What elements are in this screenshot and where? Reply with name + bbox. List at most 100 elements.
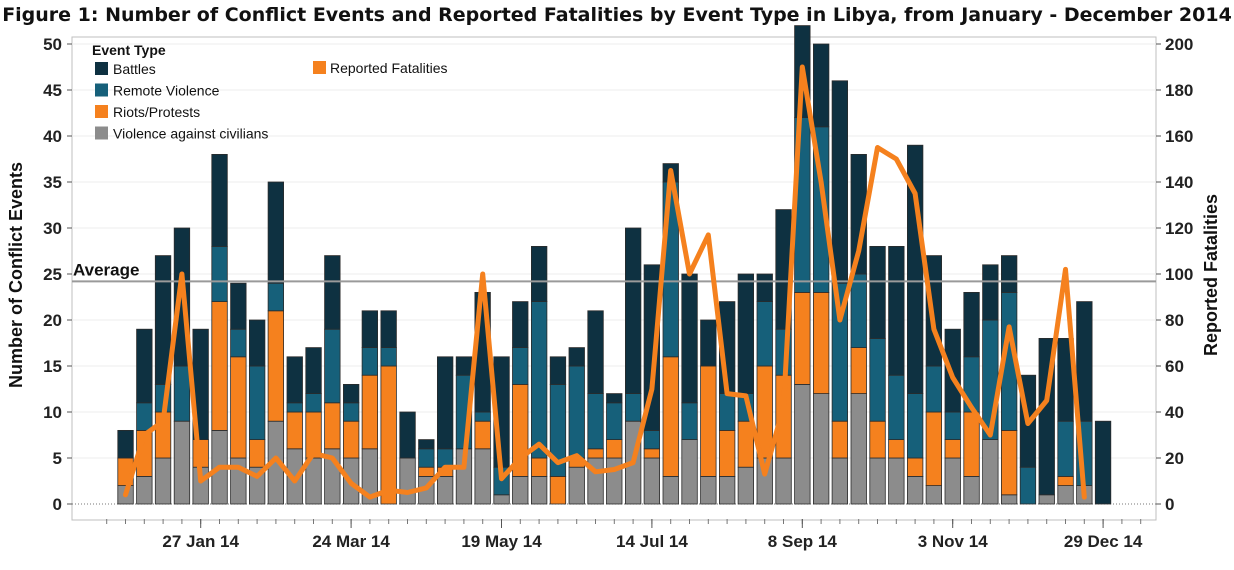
bar-segment xyxy=(737,273,754,394)
x-axis: 27 Jan 14 24 Mar 14 19 May 14 14 Jul 14 8 Se… xyxy=(106,519,1143,551)
bar-segment xyxy=(719,429,736,477)
y-left-tick-label: 40 xyxy=(43,127,62,146)
x-tick-label: 19 May 14 xyxy=(461,532,542,551)
x-tick-label: 29 Dec 14 xyxy=(1064,532,1143,551)
bar-segment xyxy=(719,393,736,431)
bar-segment xyxy=(1019,466,1037,505)
y-right-tick-label: 20 xyxy=(1165,449,1184,468)
y-right-tick-label: 80 xyxy=(1165,311,1184,330)
bar-segment xyxy=(888,457,905,505)
y-right-tick-label: 200 xyxy=(1165,35,1193,54)
bar-segment xyxy=(568,347,585,367)
bar-segment xyxy=(361,347,379,376)
bar-segment xyxy=(230,328,247,358)
bar-segment xyxy=(267,310,285,422)
y-right-axis-title: Reported Fatalities xyxy=(1201,194,1221,356)
bar-segment xyxy=(286,411,303,450)
bar-segment xyxy=(436,356,454,450)
y-right-tick-label: 160 xyxy=(1165,127,1193,146)
y-left-tick-label: 35 xyxy=(43,173,62,192)
bar-segment xyxy=(248,365,266,440)
bar-segment xyxy=(154,457,172,505)
bar-segment xyxy=(568,365,585,459)
legend-swatch xyxy=(95,126,108,140)
bar-segment xyxy=(869,337,886,422)
y-right-tick-label: 100 xyxy=(1165,265,1193,284)
bar-segment xyxy=(380,310,397,348)
bar-segment xyxy=(737,466,754,505)
y-left-tick-label: 0 xyxy=(53,495,62,514)
bar-segment xyxy=(888,245,905,376)
bar-segment xyxy=(1038,494,1055,505)
bar-segment xyxy=(361,374,379,450)
bar-segment xyxy=(286,356,303,404)
y-left-tick-label: 5 xyxy=(53,449,62,468)
bar-segment xyxy=(681,439,698,505)
y-left-tick-label: 45 xyxy=(43,81,62,100)
x-tick-label: 8 Sep 14 xyxy=(768,532,838,551)
bar-segment xyxy=(531,245,548,302)
bar-segment xyxy=(211,245,228,302)
bar-segment xyxy=(944,457,961,505)
bar-segment xyxy=(700,475,717,505)
bar-segment xyxy=(681,273,698,404)
y-left-axis-title: Number of Conflict Events xyxy=(6,162,26,388)
bar-segment xyxy=(643,429,660,450)
bar-segment xyxy=(944,411,961,441)
bar-segment xyxy=(756,301,773,367)
bar-segment xyxy=(342,383,360,404)
bar-segment xyxy=(982,264,999,321)
bar-segment xyxy=(1001,429,1018,496)
bar-segment xyxy=(625,227,642,395)
x-tick-label: 27 Jan 14 xyxy=(162,532,239,551)
bar-segment xyxy=(418,439,435,450)
bar-segment xyxy=(643,448,660,459)
bar-segment xyxy=(493,494,510,505)
bar-segment xyxy=(549,356,567,385)
bar-segment xyxy=(925,485,942,505)
average-line-group: Average xyxy=(72,260,1156,283)
bar-segment xyxy=(286,402,303,413)
bar-segment xyxy=(587,310,604,394)
y-right-tick-label: 120 xyxy=(1165,219,1193,238)
bar-segment xyxy=(719,475,736,505)
bar-segment xyxy=(700,365,717,477)
bar-segment xyxy=(1001,255,1018,293)
legend-swatch-fatalities xyxy=(313,61,326,74)
bar-segment xyxy=(869,420,886,459)
bar-segment xyxy=(568,466,585,505)
bar-segment xyxy=(230,356,247,459)
y-right-tick-label: 0 xyxy=(1165,495,1174,514)
bar-segment xyxy=(361,310,379,348)
legend-title: Event Type xyxy=(92,42,166,58)
right-axis: 0 20 40 60 80 100 120 140 160 180 200 xyxy=(1156,35,1193,514)
bar-segment xyxy=(531,475,548,505)
legend-label: Violence against civilians xyxy=(113,126,268,142)
bar-segment xyxy=(606,402,623,440)
bar-segment xyxy=(700,319,717,367)
bar-segment xyxy=(869,457,886,505)
bar-segment xyxy=(173,365,191,422)
y-left-tick-label: 30 xyxy=(43,219,62,238)
bar-segment xyxy=(342,420,360,459)
bar-segment xyxy=(963,411,980,477)
bar-segment xyxy=(474,420,491,450)
legend-swatch xyxy=(95,83,108,97)
bar-segment xyxy=(925,411,942,486)
bar-segment xyxy=(888,374,905,441)
bar-segment xyxy=(117,429,134,459)
legend-swatch xyxy=(95,62,108,75)
legend-label: Riots/Protests xyxy=(113,104,200,120)
bar-segment xyxy=(342,402,360,422)
bar-segment xyxy=(794,291,811,385)
bar-segment xyxy=(305,393,322,413)
bar-segment xyxy=(248,439,266,468)
bar-segment xyxy=(455,356,473,376)
bar-segment xyxy=(888,439,905,459)
y-left-tick-label: 50 xyxy=(43,35,62,54)
bar-segment xyxy=(944,328,961,413)
y-left-tick-label: 25 xyxy=(43,265,62,284)
bar-segment xyxy=(267,181,285,284)
bars xyxy=(117,25,1112,505)
